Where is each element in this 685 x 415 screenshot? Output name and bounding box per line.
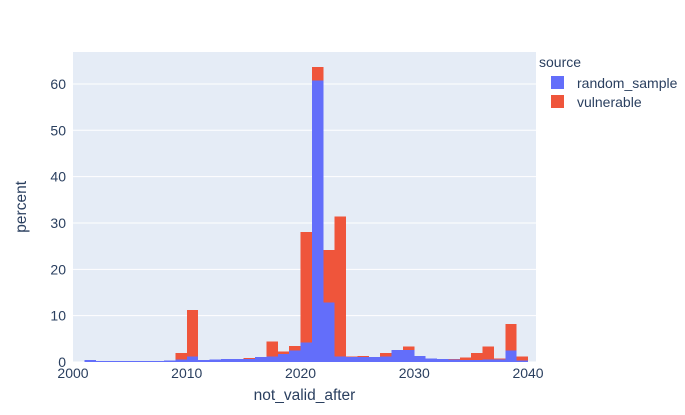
bar-random_sample-2027[interactable] [380, 356, 392, 362]
y-tick-label-40: 40 [50, 169, 66, 185]
legend-item-random-sample[interactable]: random_sample [539, 73, 677, 92]
bar-random_sample-2005[interactable] [129, 360, 142, 362]
y-tick-label-50: 50 [50, 122, 66, 138]
bar-random_sample-2039[interactable] [516, 360, 529, 362]
bar-random_sample-2012[interactable] [209, 359, 221, 362]
bar-random_sample-2029[interactable] [402, 349, 415, 362]
bar-random_sample-2010[interactable] [186, 356, 199, 362]
bar-random_sample-2024[interactable] [346, 356, 358, 362]
legend-title: source [539, 54, 582, 70]
legend-label-random-sample: random_sample [577, 74, 678, 91]
bar-random_sample-2030[interactable] [414, 355, 426, 362]
legend-label-vulnerable: vulnerable [577, 93, 642, 110]
bar-random_sample-2009[interactable] [175, 359, 187, 362]
y-axis-title: percent [13, 181, 30, 233]
x-tick-label-2010: 2010 [171, 365, 202, 381]
bar-random_sample-2007[interactable] [152, 360, 165, 362]
bar-vulnerable-2017[interactable] [266, 341, 278, 362]
y-axis-title-wrap: percent [12, 52, 32, 362]
bar-vulnerable-2010[interactable] [186, 310, 199, 362]
bar-random_sample-2001[interactable] [84, 360, 96, 362]
bar-random_sample-2013[interactable] [220, 359, 233, 362]
bar-vulnerable-2023[interactable] [334, 216, 347, 362]
legend: source random_sample vulnerable [539, 54, 677, 111]
bar-vulnerable-2036[interactable] [482, 346, 494, 362]
bar-random_sample-2006[interactable] [141, 360, 153, 362]
y-tick-labels: 0 10 20 30 40 50 60 [50, 76, 66, 370]
bar-random_sample-2019[interactable] [289, 350, 301, 362]
bar-random_sample-2021[interactable] [311, 80, 324, 363]
bar-random_sample-2002[interactable] [95, 361, 108, 362]
bar-random_sample-2032[interactable] [437, 359, 449, 362]
bar-random_sample-2015[interactable] [243, 358, 256, 362]
bar-random_sample-2037[interactable] [493, 359, 506, 362]
bar-random_sample-2003[interactable] [107, 360, 119, 362]
bar-vulnerable-2009[interactable] [175, 353, 187, 362]
bar-random_sample-2016[interactable] [255, 356, 267, 362]
bar-random_sample-2017[interactable] [266, 356, 278, 362]
bar-random_sample-2004[interactable] [118, 360, 130, 362]
x-tick-label-2030: 2030 [399, 365, 430, 381]
bar-random_sample-2036[interactable] [482, 359, 494, 362]
bar-vulnerable-2035[interactable] [471, 353, 483, 362]
bar-random_sample-2026[interactable] [368, 356, 381, 362]
legend-swatch-random-sample [551, 76, 564, 89]
bar-random_sample-2035[interactable] [471, 360, 483, 362]
bar-vulnerable-2039[interactable] [516, 356, 529, 362]
bar-random_sample-2031[interactable] [425, 358, 438, 362]
x-axis-title: not_valid_after [253, 387, 356, 404]
y-tick-label-60: 60 [50, 76, 66, 92]
bar-random_sample-2020[interactable] [300, 342, 312, 362]
bar-random_sample-2034[interactable] [459, 360, 472, 362]
legend-swatch-vulnerable [551, 95, 564, 108]
y-tick-label-10: 10 [50, 308, 66, 324]
bar-random_sample-2025[interactable] [357, 356, 369, 362]
bar-random_sample-2014[interactable] [232, 358, 244, 362]
y-tick-label-0: 0 [58, 354, 66, 370]
bars-random_sample [84, 80, 529, 363]
x-tick-label-2000: 2000 [57, 365, 88, 381]
bar-random_sample-2018[interactable] [277, 354, 290, 362]
bar-random_sample-2011[interactable] [198, 360, 210, 362]
x-tick-label-2040: 2040 [512, 365, 543, 381]
bar-random_sample-2038[interactable] [505, 350, 517, 362]
bar-random_sample-2023[interactable] [334, 356, 347, 362]
bar-random_sample-2008[interactable] [164, 360, 176, 362]
bar-random_sample-2022[interactable] [323, 302, 335, 362]
y-tick-label-30: 30 [50, 215, 66, 231]
legend-item-vulnerable[interactable]: vulnerable [539, 92, 677, 111]
bar-random_sample-2028[interactable] [391, 349, 403, 362]
y-tick-label-20: 20 [50, 261, 66, 277]
x-tick-label-2020: 2020 [285, 365, 316, 381]
bar-vulnerable-2034[interactable] [459, 357, 472, 362]
x-tick-labels: 2000 2010 2020 2030 2040 [57, 365, 543, 381]
bar-vulnerable-2020[interactable] [300, 231, 312, 362]
bar-vulnerable-2038[interactable] [505, 324, 517, 362]
bar-random_sample-2033[interactable] [448, 359, 460, 362]
